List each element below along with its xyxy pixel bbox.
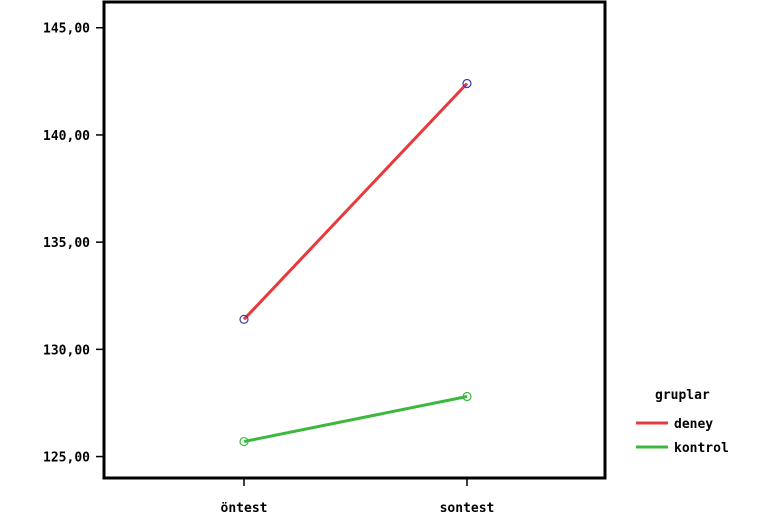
legend-label-kontrol: kontrol: [674, 441, 729, 456]
data-point-kontrol-sontest: [462, 391, 472, 402]
x-tick-label: öntest: [221, 501, 268, 516]
y-tick-label: 135,00: [43, 236, 90, 251]
y-tick-label: 145,00: [43, 22, 90, 37]
series-layer: [239, 78, 472, 447]
y-axis: 125,00 130,00 135,00 140,00 145,00: [43, 22, 104, 466]
y-tick-label: 130,00: [43, 343, 90, 358]
data-point-deney-öntest: [239, 314, 249, 324]
x-tick-label: sontest: [440, 501, 495, 516]
series-line-deney: [242, 82, 469, 321]
legend-title: gruplar: [655, 388, 710, 403]
y-tick-label: 140,00: [43, 129, 90, 144]
data-point-kontrol-öntest: [239, 436, 249, 447]
data-point-deney-sontest: [462, 78, 472, 89]
legend-label-deney: deney: [674, 417, 713, 432]
x-axis: öntest sontest: [221, 478, 495, 516]
legend: gruplar deney kontrol: [636, 388, 729, 456]
series-line-kontrol: [243, 395, 468, 444]
y-tick-label: 125,00: [43, 451, 90, 466]
plot-frame: [102, 0, 607, 480]
